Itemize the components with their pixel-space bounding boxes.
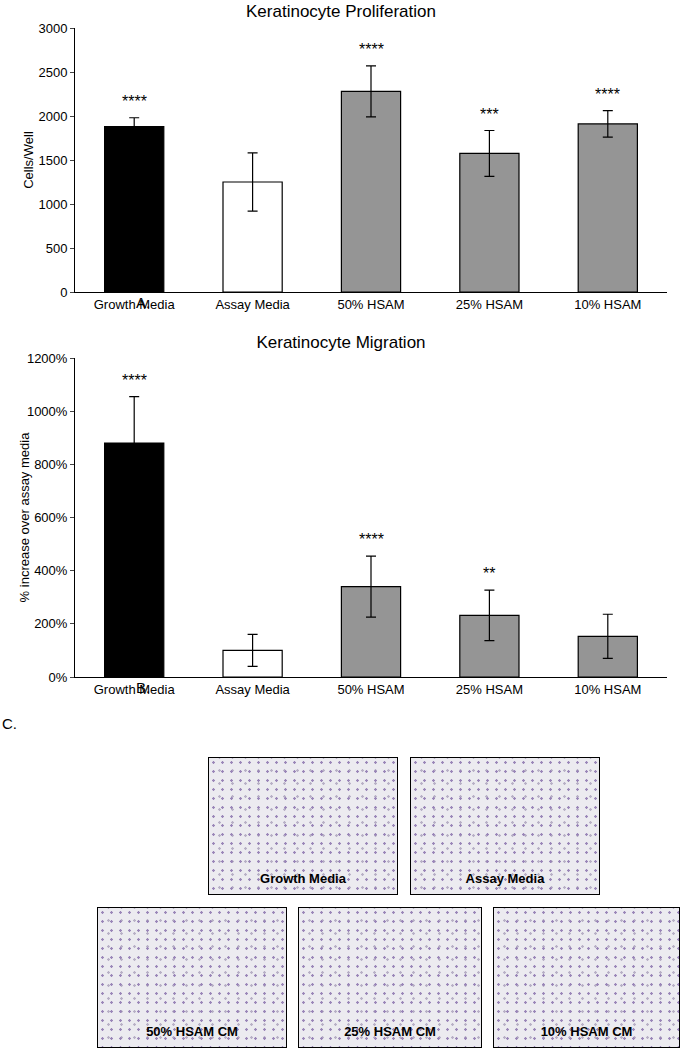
svg-text:1000: 1000 [38, 197, 67, 212]
svg-text:10% HSAM: 10% HSAM [574, 682, 641, 697]
svg-text:****: **** [359, 41, 384, 58]
svg-text:1500: 1500 [38, 153, 67, 168]
svg-text:Assay Media: Assay Media [215, 297, 290, 312]
svg-text:400%: 400% [34, 563, 68, 578]
svg-text:Keratinocyte Migration: Keratinocyte Migration [256, 333, 425, 352]
html-text:Assay Media: Assay Media [465, 871, 545, 886]
html-text:25% HSAM CM: 25% HSAM CM [344, 1024, 436, 1039]
svg-text:2500: 2500 [38, 65, 67, 80]
svg-text:10% HSAM: 10% HSAM [574, 297, 641, 312]
svg-text:600%: 600% [34, 510, 68, 525]
svg-text:B.: B. [136, 679, 150, 696]
svg-text:1000%: 1000% [27, 404, 68, 419]
svg-text:50% HSAM: 50% HSAM [337, 297, 404, 312]
svg-text:Growth Media: Growth Media [94, 297, 176, 312]
svg-text:1200%: 1200% [27, 351, 68, 366]
svg-text:A.: A. [136, 294, 150, 311]
svg-text:50% HSAM: 50% HSAM [337, 682, 404, 697]
svg-text:% increase over assay media: % increase over assay media [17, 432, 32, 603]
html-text:C.: C. [2, 715, 17, 732]
svg-text:25% HSAM: 25% HSAM [456, 297, 523, 312]
html-text:50% HSAM CM: 50% HSAM CM [146, 1024, 238, 1039]
html-text:10% HSAM CM: 10% HSAM CM [540, 1024, 633, 1039]
svg-text:800%: 800% [34, 457, 68, 472]
svg-text:****: **** [122, 93, 147, 110]
svg-text:500: 500 [46, 241, 68, 256]
svg-text:0: 0 [60, 285, 67, 300]
svg-text:Assay Media: Assay Media [215, 682, 290, 697]
svg-text:25% HSAM: 25% HSAM [456, 682, 523, 697]
svg-text:200%: 200% [34, 616, 68, 631]
svg-text:****: **** [595, 86, 620, 103]
svg-text:****: **** [122, 372, 147, 389]
svg-text:Cells/Well: Cells/Well [21, 131, 36, 189]
svg-text:2000: 2000 [38, 109, 67, 124]
svg-text:3000: 3000 [38, 21, 67, 36]
svg-text:****: **** [359, 531, 384, 548]
svg-text:**: ** [483, 565, 495, 582]
svg-text:Growth Media: Growth Media [94, 682, 176, 697]
svg-text:***: *** [480, 106, 499, 123]
html-text:Growth Media: Growth Media [260, 871, 346, 886]
svg-text:Keratinocyte Proliferation: Keratinocyte Proliferation [246, 2, 436, 21]
svg-text:0%: 0% [49, 670, 68, 685]
